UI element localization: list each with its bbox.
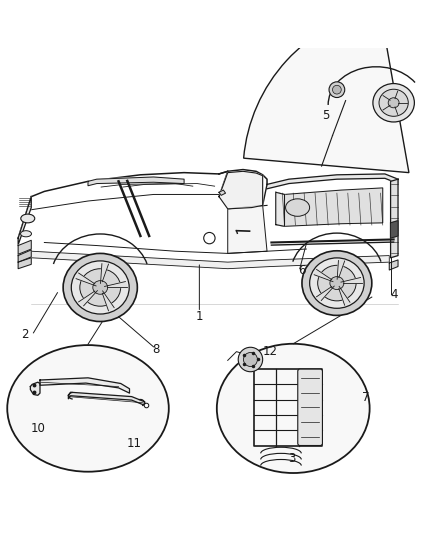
Polygon shape: [18, 240, 31, 254]
Ellipse shape: [379, 89, 408, 116]
Ellipse shape: [286, 199, 310, 216]
Polygon shape: [68, 392, 145, 405]
Text: 1: 1: [196, 310, 203, 323]
Ellipse shape: [80, 269, 120, 306]
Polygon shape: [276, 192, 285, 227]
Polygon shape: [102, 291, 114, 311]
Text: 8: 8: [152, 343, 159, 356]
Ellipse shape: [21, 231, 32, 237]
Text: 12: 12: [263, 345, 278, 358]
Polygon shape: [339, 286, 350, 305]
Ellipse shape: [302, 251, 372, 316]
Ellipse shape: [310, 258, 364, 308]
Ellipse shape: [217, 344, 370, 473]
Text: 4: 4: [390, 288, 397, 301]
Ellipse shape: [318, 265, 356, 301]
Ellipse shape: [71, 261, 129, 314]
Polygon shape: [79, 290, 97, 306]
Polygon shape: [337, 261, 345, 279]
Polygon shape: [18, 251, 389, 269]
Polygon shape: [341, 278, 362, 283]
Ellipse shape: [63, 253, 138, 321]
Circle shape: [238, 348, 263, 372]
Polygon shape: [317, 286, 334, 301]
Ellipse shape: [330, 277, 344, 289]
FancyBboxPatch shape: [298, 369, 322, 446]
Polygon shape: [18, 250, 31, 262]
Ellipse shape: [21, 214, 35, 223]
Circle shape: [244, 352, 258, 367]
Ellipse shape: [7, 345, 169, 472]
Polygon shape: [101, 264, 109, 284]
Polygon shape: [88, 177, 184, 185]
Text: 2: 2: [21, 328, 28, 341]
Polygon shape: [314, 269, 333, 281]
Circle shape: [332, 85, 341, 94]
Text: 6: 6: [298, 264, 306, 277]
Circle shape: [329, 82, 345, 98]
Ellipse shape: [388, 98, 399, 108]
Text: 11: 11: [126, 437, 141, 450]
Text: 3: 3: [289, 452, 296, 465]
Polygon shape: [30, 382, 40, 395]
Polygon shape: [105, 281, 127, 287]
Polygon shape: [219, 171, 263, 209]
Polygon shape: [389, 260, 398, 270]
Polygon shape: [219, 190, 226, 195]
Polygon shape: [228, 205, 267, 253]
Text: 7: 7: [361, 391, 369, 404]
Polygon shape: [18, 258, 31, 269]
Polygon shape: [40, 378, 130, 393]
Polygon shape: [18, 197, 31, 245]
Polygon shape: [276, 188, 383, 227]
Wedge shape: [244, 9, 409, 173]
Polygon shape: [391, 179, 398, 258]
Text: 10: 10: [30, 422, 45, 434]
Polygon shape: [391, 221, 398, 238]
Text: 5: 5: [322, 109, 330, 123]
Polygon shape: [76, 273, 96, 286]
Polygon shape: [267, 174, 398, 189]
Ellipse shape: [373, 84, 414, 122]
Ellipse shape: [93, 281, 108, 294]
